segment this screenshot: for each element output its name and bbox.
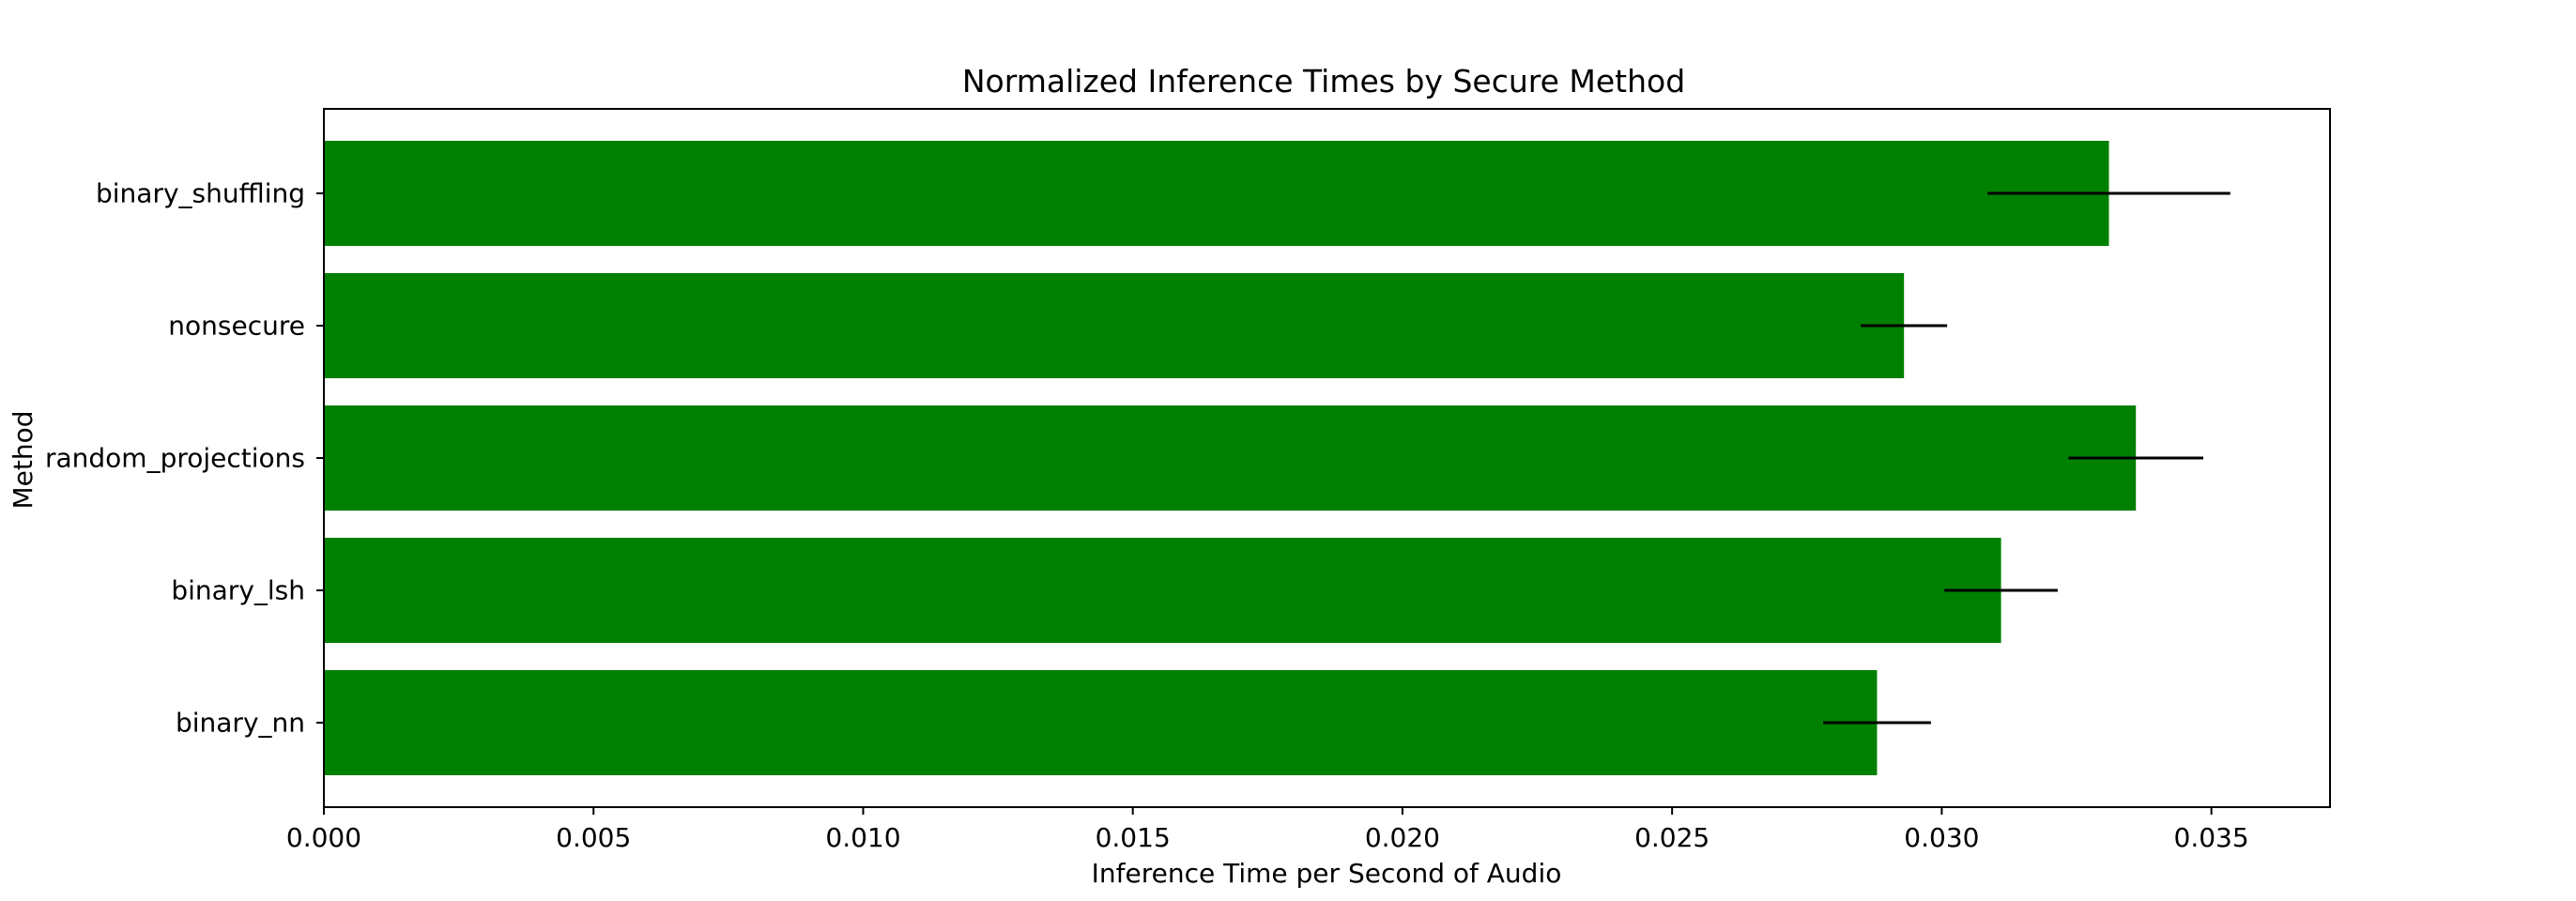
- bars-layer: [324, 141, 2137, 775]
- bar-random_projections: [324, 405, 2137, 511]
- y-tick-label: binary_nn: [176, 708, 305, 739]
- x-tick-label: 0.025: [1634, 822, 1710, 853]
- x-tick-label: 0.035: [2174, 822, 2249, 853]
- y-tick-label: random_projections: [45, 443, 305, 474]
- x-tick-label: 0.020: [1365, 822, 1440, 853]
- bar-binary_lsh: [324, 538, 2001, 643]
- y-tick-label: binary_lsh: [171, 575, 305, 606]
- bar-binary_nn: [324, 670, 1878, 775]
- x-tick-label: 0.005: [556, 822, 631, 853]
- chart-title: Normalized Inference Times by Secure Met…: [962, 63, 1685, 99]
- x-axis-label: Inference Time per Second of Audio: [1092, 858, 1562, 889]
- x-tick-label: 0.030: [1904, 822, 1979, 853]
- error-bars-layer: [1823, 191, 2231, 725]
- x-tick-label: 0.000: [286, 822, 361, 853]
- y-tick-label: nonsecure: [168, 311, 305, 342]
- y-tick-label: binary_shuffling: [96, 178, 305, 209]
- plot-frame: [323, 108, 2331, 808]
- x-tick-label: 0.010: [825, 822, 900, 853]
- y-axis-label: Method: [8, 410, 38, 509]
- bar-binary_shuffling: [324, 141, 2109, 246]
- bar-nonsecure: [324, 273, 1905, 378]
- y-axis-ticks: binary_shuffling nonsecure random_projecti…: [45, 178, 324, 739]
- x-axis-ticks: 0.000 0.005 0.010 0.015 0.020 0.025 0.030 0.035: [286, 807, 2249, 853]
- x-tick-label: 0.015: [1096, 822, 1171, 853]
